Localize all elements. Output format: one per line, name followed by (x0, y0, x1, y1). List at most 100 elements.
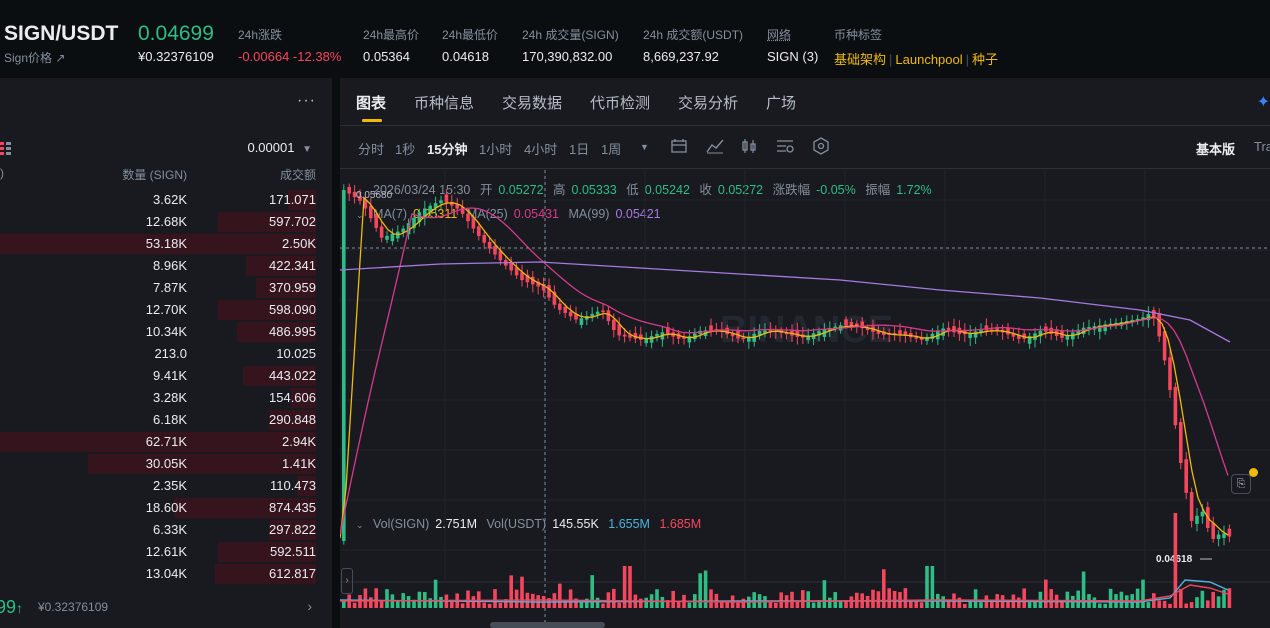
ma99-line (340, 261, 1231, 343)
network-value[interactable]: SIGN (3) (767, 49, 819, 64)
ask-row[interactable]: 53.18K 2.50K (0, 232, 332, 254)
interval-4h[interactable]: 4小时 (524, 142, 558, 157)
ask-amount: 18.60K (145, 500, 187, 515)
volume-bar (1222, 589, 1226, 608)
ask-row[interactable]: 6.33K 297.822 (0, 518, 332, 540)
candle-body (363, 199, 368, 209)
interval-more-chevron-icon[interactable]: ▼ (640, 142, 649, 152)
vol-collapse-icon[interactable]: ⌄ (356, 520, 364, 530)
high-24h-value: 0.05364 (363, 49, 410, 64)
interval-1h[interactable]: 1小时 (479, 142, 513, 157)
volume-bar (779, 592, 783, 608)
volume-bar (752, 592, 756, 608)
precision-select[interactable]: 0.00001 ▼ (247, 140, 312, 155)
depth-bar (218, 542, 316, 562)
indicator-line-icon[interactable] (706, 138, 724, 154)
ask-row[interactable]: 7.87K 370.959 (0, 276, 332, 298)
volume-bar (493, 589, 497, 608)
ask-row[interactable]: 18.60K 874.435 (0, 496, 332, 518)
candle-body (865, 328, 870, 331)
pair-name[interactable]: SIGN/USDT (4, 22, 119, 45)
volume-bar (1146, 602, 1151, 608)
ask-row[interactable]: 6.18K 290.848 (0, 408, 332, 430)
candle-body (990, 329, 994, 331)
tab-token-check[interactable]: 代币检测 (590, 95, 651, 112)
volume-bar (595, 597, 600, 608)
depth-bar (174, 498, 316, 518)
tab-trading-data[interactable]: 交易数据 (502, 95, 563, 112)
tab-coin-info[interactable]: 币种信息 (414, 95, 475, 112)
ma-collapse-icon[interactable]: ⌄ (356, 210, 364, 220)
tab-square[interactable]: 广场 (766, 95, 797, 112)
coin-price-link[interactable]: Sign价格 ↗ (4, 51, 66, 65)
calendar-icon[interactable] (670, 138, 688, 154)
candle-body (433, 203, 438, 209)
candle-body (984, 325, 989, 331)
volume-bar (909, 601, 913, 608)
volume-bar (585, 598, 589, 608)
sparkle-icon[interactable]: ✦ (1256, 94, 1270, 111)
fullscreen-toggle-icon[interactable]: ⎘ (1231, 474, 1251, 494)
candle-body (817, 331, 821, 336)
candle-body (925, 336, 929, 342)
orderbook-asks-mode-icon[interactable] (0, 142, 12, 156)
ask-row[interactable]: 30.05K 1.41K (0, 452, 332, 474)
orderbook-last-price: 99↑ (0, 597, 23, 618)
vol-usdt-label: Vol(USDT) (486, 517, 547, 531)
ask-row[interactable]: 13.04K 612.817 (0, 562, 332, 584)
volume-bar (795, 600, 800, 608)
ask-row[interactable]: 12.68K 597.702 (0, 210, 332, 232)
high-value: 0.05333 (571, 183, 617, 197)
volume-bar (801, 590, 805, 608)
volume-bar (979, 602, 983, 608)
ask-total: 486.995 (269, 324, 316, 339)
volume-bar (531, 593, 535, 608)
version-tradingview[interactable]: Tra (1254, 139, 1270, 154)
ask-row[interactable]: 10.34K 486.995 (0, 320, 332, 342)
ask-row[interactable]: 3.62K 171.071 (0, 188, 332, 210)
tag-launchpool[interactable]: Launchpool (895, 52, 963, 67)
ask-row[interactable]: 62.71K 2.94K (0, 430, 332, 452)
interval-1s[interactable]: 1秒 (395, 142, 416, 157)
ask-row[interactable]: 8.96K 422.341 (0, 254, 332, 276)
candlestick-chart[interactable]: BINANCE 0.05680 0.04618 (340, 170, 1270, 628)
tag-seed[interactable]: 种子 (972, 52, 999, 67)
volume-bar (865, 595, 870, 608)
ask-total: 370.959 (269, 280, 316, 295)
interval-15m[interactable]: 15分钟 (427, 142, 468, 157)
volume-bar (547, 598, 551, 608)
more-dots-icon[interactable]: ··· (297, 92, 316, 109)
depth-bar (88, 454, 316, 474)
scroll-left-button[interactable]: › (341, 568, 353, 594)
version-basic[interactable]: 基本版 (1196, 142, 1236, 157)
candle-body (1135, 318, 1140, 321)
ask-row[interactable]: 12.70K 598.090 (0, 298, 332, 320)
settings-hex-icon[interactable] (812, 137, 830, 155)
ask-row[interactable]: 3.28K 154.606 (0, 386, 332, 408)
high-24h-label: 24h最高价 (363, 28, 420, 42)
tab-chart[interactable]: 图表 (356, 95, 387, 112)
ma7-label: MA(7) (373, 207, 408, 221)
candlestick-type-icon[interactable] (740, 138, 758, 154)
candle-body (622, 334, 627, 337)
interval-1d[interactable]: 1日 (569, 142, 590, 157)
depth-bar (288, 190, 316, 210)
candle-body (417, 212, 422, 223)
interval-1w[interactable]: 1周 (601, 142, 622, 157)
candle-body (509, 261, 513, 271)
tab-trade-analysis[interactable]: 交易分析 (678, 95, 739, 112)
ask-row[interactable]: 9.41K 443.022 (0, 364, 332, 386)
interval-time[interactable]: 分时 (358, 142, 385, 157)
ask-row[interactable]: 213.0 10.025 (0, 342, 332, 364)
close-value: 0.05272 (717, 183, 764, 197)
candle-body (487, 241, 492, 249)
chevron-right-icon[interactable]: › (307, 598, 312, 614)
chart-scrollbar[interactable] (490, 622, 605, 628)
volume-bar (498, 602, 503, 608)
ask-row[interactable]: 2.35K 110.473 (0, 474, 332, 496)
candle-body (385, 235, 389, 240)
display-settings-icon[interactable] (776, 138, 794, 154)
tag-infrastructure[interactable]: 基础架构 (834, 52, 887, 67)
candle-body (1173, 386, 1178, 426)
ask-row[interactable]: 12.61K 592.511 (0, 540, 332, 562)
